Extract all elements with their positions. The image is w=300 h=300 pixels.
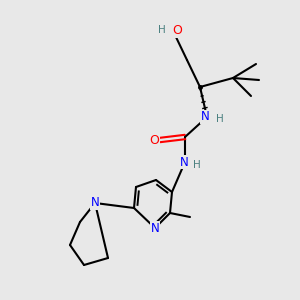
Text: N: N: [180, 155, 188, 169]
Text: O: O: [149, 134, 159, 146]
Text: N: N: [151, 221, 159, 235]
Text: H: H: [216, 114, 224, 124]
Text: H: H: [158, 25, 166, 35]
Text: H: H: [193, 160, 201, 170]
Text: N: N: [201, 110, 209, 124]
Text: N: N: [91, 196, 99, 209]
Text: O: O: [172, 23, 182, 37]
